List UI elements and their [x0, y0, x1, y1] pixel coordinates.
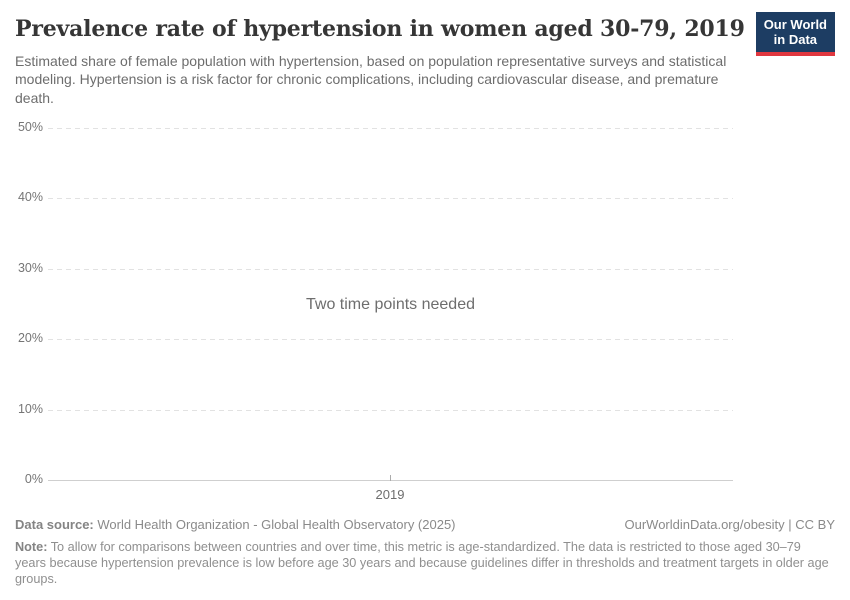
y-axis-label-50: 50% [17, 120, 43, 134]
license-link[interactable]: OurWorldinData.org/obesity | CC BY [624, 517, 836, 532]
data-source-label: Data source: [15, 517, 94, 532]
y-axis-label-20: 20% [17, 331, 43, 345]
y-axis-label-30: 30% [17, 261, 43, 275]
gridline-50 [48, 128, 733, 129]
owid-logo-line2: in Data [773, 32, 818, 48]
y-axis-label-0: 0% [24, 472, 43, 486]
empty-chart-message: Two time points needed [306, 296, 475, 313]
footnote-text: To allow for comparisons between countri… [15, 539, 829, 586]
gridline-10 [48, 410, 733, 411]
footnote: Note: To allow for comparisons between c… [15, 539, 835, 587]
data-source-text: World Health Organization - Global Healt… [93, 517, 456, 532]
chart-footer: Data source: World Health Organization -… [15, 517, 835, 587]
y-axis-label-10: 10% [17, 402, 43, 416]
chart-subtitle: Estimated share of female population wit… [15, 53, 727, 106]
footnote-label: Note: [15, 539, 48, 554]
gridline-20 [48, 339, 733, 340]
data-source-line: Data source: World Health Organization -… [15, 517, 456, 533]
owid-logo[interactable]: Our World in Data [755, 12, 835, 56]
x-axis-tick-2019 [390, 475, 391, 481]
owid-logo-line1: Our World [763, 17, 827, 32]
y-axis-label-40: 40% [17, 190, 43, 204]
page-title: Prevalence rate of hypertension in women… [15, 16, 745, 42]
x-axis-label-2019: 2019 [375, 487, 405, 502]
gridline-30 [48, 269, 733, 270]
gridline-40 [48, 198, 733, 199]
